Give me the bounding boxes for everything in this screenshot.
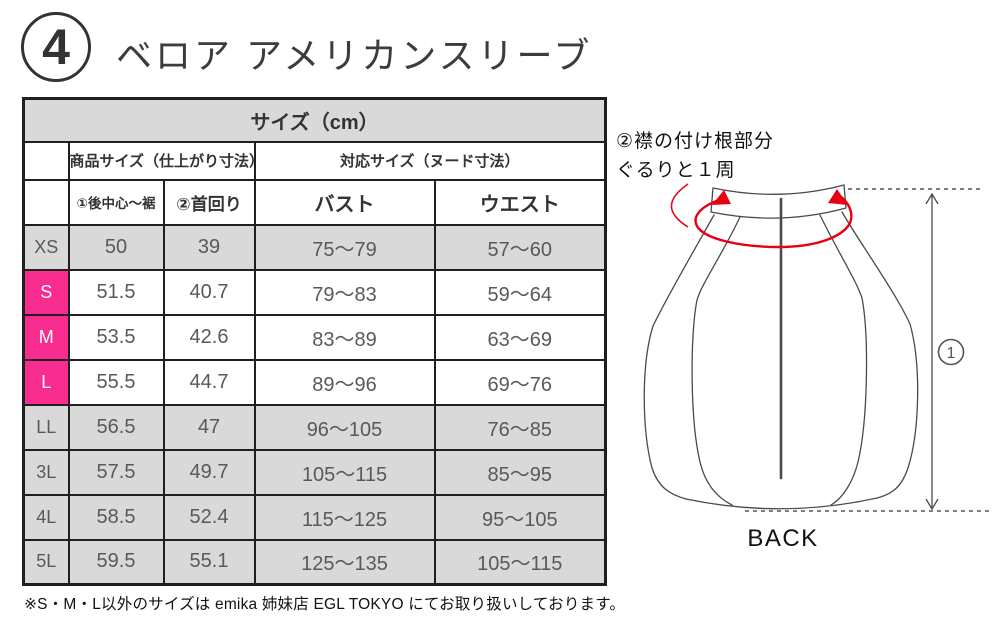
collar-circumference-arrow xyxy=(670,183,853,249)
column-header-neck: ②首回り xyxy=(162,178,256,226)
size-label: 5L xyxy=(22,538,70,586)
value-cell: 51.5 xyxy=(67,268,165,316)
hem-line xyxy=(685,497,878,510)
right-side-seam xyxy=(841,211,919,499)
value-cell: 58.5 xyxy=(67,493,165,541)
value-cell: 85〜95 xyxy=(433,448,607,496)
collar-band xyxy=(710,184,847,219)
size-label: 3L xyxy=(22,448,70,496)
value-cell: 79〜83 xyxy=(253,268,436,316)
garment-outline xyxy=(643,184,919,510)
table-row-m: M 53.5 42.6 83〜89 63〜69 xyxy=(22,313,607,361)
red-arrowhead-right xyxy=(828,189,848,205)
left-side-seam xyxy=(643,214,715,500)
table-column-header-row: ①後中心〜裾 ②首回り バスト ウエスト xyxy=(22,178,607,226)
value-cell: 55.1 xyxy=(162,538,256,586)
blank-cell xyxy=(22,140,70,181)
value-cell: 75〜79 xyxy=(253,223,436,271)
value-cell: 95〜105 xyxy=(433,493,607,541)
circled-4-icon: 4 xyxy=(21,12,91,82)
table-row-ll: LL 56.5 47 96〜105 76〜85 xyxy=(22,403,607,451)
column-header-bust: バスト xyxy=(253,178,436,226)
value-cell: 63〜69 xyxy=(433,313,607,361)
red-arrowhead-left xyxy=(712,190,731,205)
group-header-product: 商品サイズ（仕上がり寸法） xyxy=(67,140,256,181)
column-header-waist: ウエスト xyxy=(433,178,607,226)
table-row-s: S 51.5 40.7 79〜83 59〜64 xyxy=(22,268,607,316)
value-cell: 52.4 xyxy=(162,493,256,541)
value-cell: 55.5 xyxy=(67,358,165,406)
value-cell: 59〜64 xyxy=(433,268,607,316)
length-marker-number: 1 xyxy=(947,345,956,362)
table-row-4l: 4L 58.5 52.4 115〜125 95〜105 xyxy=(22,493,607,541)
value-cell: 125〜135 xyxy=(253,538,436,586)
size-label: 4L xyxy=(22,493,70,541)
length-measure-arrow xyxy=(925,192,939,511)
collar-annotation-line1: ②襟の付け根部分 xyxy=(616,130,774,152)
table-caption: サイズ（cm） xyxy=(22,97,607,143)
value-cell: 105〜115 xyxy=(433,538,607,586)
value-cell: 76〜85 xyxy=(433,403,607,451)
collar-annotation-line2: ぐるりと１周 xyxy=(616,160,736,181)
table-group-header-row: 商品サイズ（仕上がり寸法） 対応サイズ（ヌード寸法） xyxy=(22,140,607,181)
value-cell: 49.7 xyxy=(162,448,256,496)
left-princess-seam xyxy=(691,216,741,506)
value-cell: 44.7 xyxy=(162,358,256,406)
title-number: 4 xyxy=(42,19,70,75)
value-cell: 89〜96 xyxy=(253,358,436,406)
table-row-l: L 55.5 44.7 89〜96 69〜76 xyxy=(22,358,607,406)
table-row-3l: 3L 57.5 49.7 105〜115 85〜95 xyxy=(22,448,607,496)
value-cell: 40.7 xyxy=(162,268,256,316)
right-princess-seam xyxy=(819,214,868,506)
size-table: サイズ（cm） 商品サイズ（仕上がり寸法） 対応サイズ（ヌード寸法） ①後中心〜… xyxy=(22,97,608,586)
value-cell: 115〜125 xyxy=(253,493,436,541)
back-label: BACK xyxy=(747,525,818,552)
value-cell: 57.5 xyxy=(67,448,165,496)
value-cell: 53.5 xyxy=(67,313,165,361)
table-row-xs: XS 50 39 75〜79 57〜60 xyxy=(22,223,607,271)
value-cell: 96〜105 xyxy=(253,403,436,451)
footnote: ※S・M・L以外のサイズは emika 姉妹店 EGL TOKYO にてお取り扱… xyxy=(24,596,626,613)
size-label: XS xyxy=(22,223,70,271)
size-label-highlighted: M xyxy=(22,313,70,361)
circled-1-icon: 1 xyxy=(937,338,965,366)
blank-cell xyxy=(22,178,70,226)
value-cell: 42.6 xyxy=(162,313,256,361)
garment-back-diagram: ②襟の付け根部分 ぐるりと１周 1 BACK xyxy=(616,130,990,552)
table-row-5l: 5L 59.5 55.1 125〜135 105〜115 xyxy=(22,538,607,586)
value-cell: 105〜115 xyxy=(253,448,436,496)
size-label-highlighted: L xyxy=(22,358,70,406)
value-cell: 47 xyxy=(162,403,256,451)
page-title: ベロア アメリカンスリーブ xyxy=(116,35,593,76)
value-cell: 50 xyxy=(67,223,165,271)
value-cell: 59.5 xyxy=(67,538,165,586)
table-caption-row: サイズ（cm） xyxy=(22,97,607,143)
value-cell: 83〜89 xyxy=(253,313,436,361)
size-label-highlighted: S xyxy=(22,268,70,316)
size-label: LL xyxy=(22,403,70,451)
value-cell: 39 xyxy=(162,223,256,271)
value-cell: 69〜76 xyxy=(433,358,607,406)
value-cell: 57〜60 xyxy=(433,223,607,271)
value-cell: 56.5 xyxy=(67,403,165,451)
column-header-back-length: ①後中心〜裾 xyxy=(67,178,165,226)
group-header-nude: 対応サイズ（ヌード寸法） xyxy=(253,140,607,181)
